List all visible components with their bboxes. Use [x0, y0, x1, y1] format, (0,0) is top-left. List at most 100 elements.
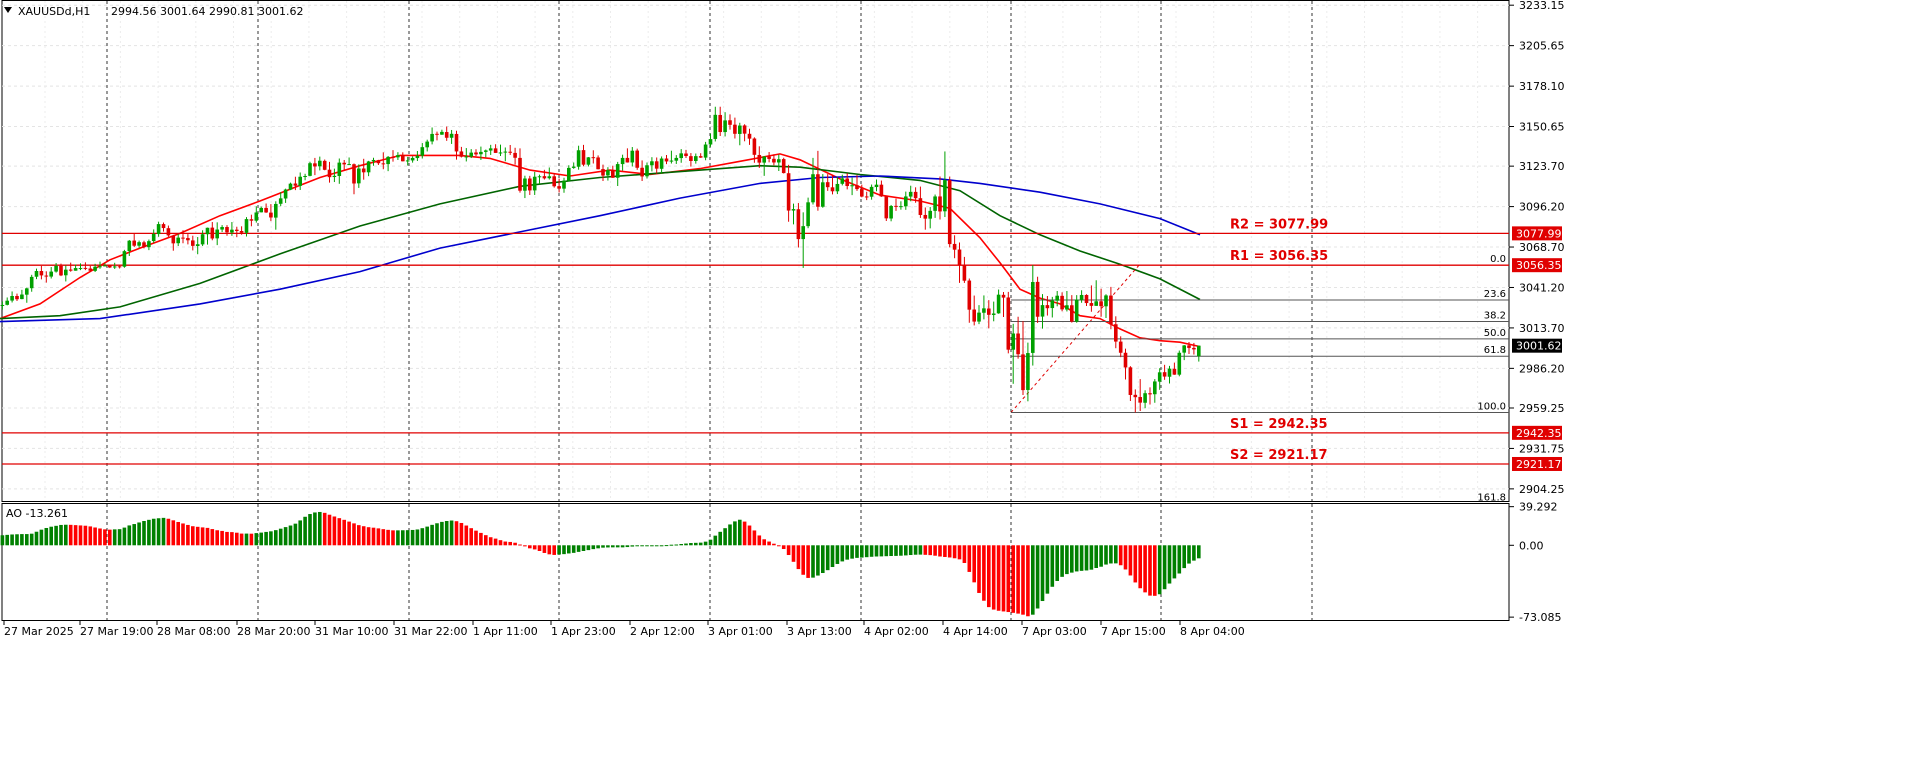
- candle-body: [518, 157, 522, 191]
- candle-body: [894, 205, 898, 207]
- candle-body: [1045, 305, 1050, 309]
- candle-body: [39, 271, 44, 276]
- ao-bar: [718, 531, 722, 546]
- ao-bar: [518, 544, 522, 546]
- candle-body: [10, 296, 14, 301]
- ao-bar: [1182, 545, 1186, 569]
- candle-body: [93, 266, 97, 271]
- candle-body: [537, 176, 542, 178]
- candle-body: [840, 178, 845, 184]
- candle-body: [904, 196, 908, 207]
- candle-body: [1153, 381, 1157, 395]
- ao-bar: [752, 530, 757, 546]
- ao-bar: [923, 545, 928, 555]
- ao-bar: [64, 524, 68, 546]
- ao-bar: [337, 518, 342, 546]
- candle-body: [850, 185, 854, 187]
- awesome-oscillator: [0, 511, 1201, 617]
- ao-bar: [122, 527, 127, 546]
- candle-body: [444, 132, 449, 138]
- candle-body: [899, 206, 903, 208]
- candle-body: [215, 229, 219, 239]
- candle-body: [132, 240, 136, 246]
- time-axis: 27 Mar 2025 27 Mar 19:00 28 Mar 08:00 28 Ma…: [3, 621, 1245, 638]
- candle-body: [694, 156, 698, 161]
- candle-body: [698, 156, 703, 158]
- candle-body: [464, 156, 469, 158]
- ao-bar: [127, 525, 132, 546]
- candle-body: [547, 176, 552, 179]
- ao-bar: [474, 530, 478, 546]
- ao-bar: [860, 545, 864, 558]
- ao-bar: [542, 545, 547, 553]
- candle-body: [825, 182, 830, 188]
- ao-bar: [59, 524, 63, 546]
- ao-bar: [166, 518, 171, 546]
- candle-body: [44, 275, 49, 277]
- candle-body: [1187, 345, 1191, 348]
- candle-body: [552, 176, 556, 187]
- candle-body: [391, 156, 395, 158]
- ao-bar: [1021, 545, 1025, 615]
- time-label: 3 Apr 01:00: [708, 625, 773, 638]
- price-panel: [1, 0, 1510, 502]
- time-label: 28 Mar 08:00: [157, 625, 230, 638]
- ao-bar: [381, 529, 386, 546]
- ao-bar: [523, 545, 527, 547]
- candle-body: [488, 148, 493, 151]
- candle-body: [923, 214, 928, 219]
- candle-body: [34, 271, 39, 277]
- candle-body: [230, 229, 234, 233]
- candle-body: [405, 160, 410, 162]
- ao-bar: [210, 529, 215, 546]
- ao-panel: [1, 503, 1510, 621]
- ao-bar: [908, 545, 913, 556]
- ao-bar: [918, 545, 923, 555]
- ao-bar: [342, 519, 346, 546]
- candle-body: [278, 198, 283, 204]
- ao-bar: [1177, 545, 1182, 574]
- price-tick-label: 3205.65: [1519, 40, 1565, 53]
- candle-body: [88, 268, 93, 271]
- ao-bar: [479, 532, 483, 546]
- ao-bar: [864, 545, 869, 558]
- candle-body: [669, 160, 674, 162]
- candle-body: [479, 151, 483, 155]
- ao-bar: [225, 531, 229, 546]
- ao-bar: [332, 516, 337, 546]
- ao-bar: [791, 545, 796, 562]
- fib-level-label: 38.2: [1484, 310, 1506, 321]
- candle-body: [1104, 295, 1108, 307]
- ao-bar: [694, 542, 698, 546]
- candle-body: [943, 180, 947, 212]
- ao-bar: [733, 521, 737, 546]
- candle-body: [982, 308, 986, 313]
- level-tag-bg: [1512, 226, 1562, 241]
- ao-bar: [1167, 545, 1172, 584]
- candle-body: [977, 312, 981, 322]
- ao-bar: [581, 545, 586, 551]
- ao-bar: [142, 521, 146, 546]
- ao-bar: [469, 528, 473, 546]
- time-label: 4 Apr 14:00: [943, 625, 1008, 638]
- ao-bar: [444, 521, 449, 546]
- collapse-icon[interactable]: [4, 7, 12, 13]
- candle-body: [440, 131, 444, 135]
- ao-bar: [391, 530, 395, 546]
- ao-bar: [1084, 545, 1089, 571]
- ao-bar: [259, 532, 263, 546]
- candle-body: [777, 159, 781, 163]
- candle-body: [996, 294, 1001, 314]
- candle-body: [835, 183, 840, 192]
- ao-bar: [1060, 545, 1064, 577]
- candle-body: [73, 268, 78, 271]
- candle-body: [191, 240, 195, 246]
- ao-bar: [254, 533, 259, 546]
- candle-body: [762, 156, 766, 163]
- candle-body: [742, 125, 747, 134]
- ao-bar: [1006, 545, 1011, 613]
- candle-body: [484, 150, 488, 152]
- symbol-title: XAUUSDd,H1: [18, 5, 90, 18]
- fib-level-label: 23.6: [1484, 289, 1506, 300]
